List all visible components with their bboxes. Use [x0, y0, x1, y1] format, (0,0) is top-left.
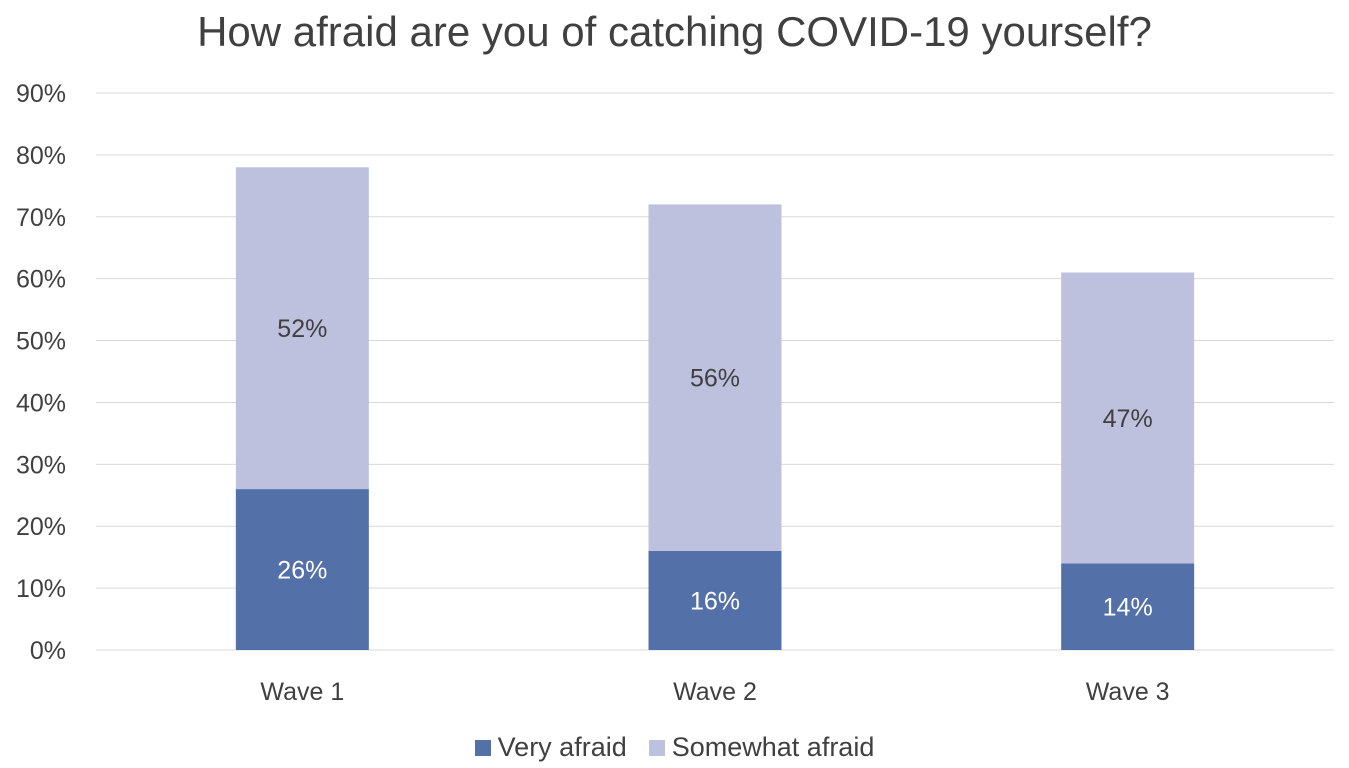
y-tick-label: 30% [16, 451, 66, 479]
data-labels: 26% 52% 16% 56% 14% 47% [277, 315, 1152, 622]
x-axis-ticks: Wave 1 Wave 2 Wave 3 [260, 678, 1169, 706]
legend-item-somewhat-afraid: Somewhat afraid [648, 732, 875, 763]
y-tick-label: 20% [16, 513, 66, 541]
bar-very-afraid [1061, 563, 1195, 650]
y-tick-label: 90% [16, 80, 66, 108]
y-tick-label: 50% [16, 328, 66, 356]
y-tick-label: 80% [16, 142, 66, 170]
legend-swatch-very-afraid [474, 739, 491, 756]
x-tick-label: Wave 3 [1086, 678, 1170, 706]
y-tick-label: 60% [16, 266, 66, 294]
data-label-very-afraid: 26% [277, 557, 327, 585]
legend: Very afraid Somewhat afraid [0, 732, 1349, 763]
y-tick-label: 0% [30, 637, 66, 665]
data-label-very-afraid: 16% [690, 587, 740, 615]
bars [235, 167, 1195, 650]
legend-label-somewhat-afraid: Somewhat afraid [671, 732, 875, 762]
legend-item-very-afraid: Very afraid [474, 732, 627, 763]
bar-very-afraid [235, 489, 369, 650]
legend-swatch-somewhat-afraid [648, 739, 665, 756]
data-label-somewhat-afraid: 56% [690, 365, 740, 393]
y-axis-ticks: 0% 10% 20% 30% 40% 50% 60% 70% 80% 90% [16, 80, 66, 665]
bar-somewhat-afraid [648, 204, 782, 551]
bar-very-afraid [648, 550, 782, 650]
chart-title: How afraid are you of catching COVID-19 … [197, 8, 1152, 55]
y-tick-label: 10% [16, 575, 66, 603]
bar-somewhat-afraid [235, 167, 369, 490]
bar-somewhat-afraid [1061, 272, 1195, 564]
data-label-somewhat-afraid: 47% [1103, 405, 1153, 433]
y-tick-label: 40% [16, 389, 66, 417]
legend-label-very-afraid: Very afraid [497, 732, 627, 762]
x-tick-label: Wave 1 [260, 678, 344, 706]
y-tick-label: 70% [16, 204, 66, 232]
x-tick-label: Wave 2 [673, 678, 757, 706]
data-label-very-afraid: 14% [1103, 594, 1153, 622]
data-label-somewhat-afraid: 52% [277, 315, 327, 343]
